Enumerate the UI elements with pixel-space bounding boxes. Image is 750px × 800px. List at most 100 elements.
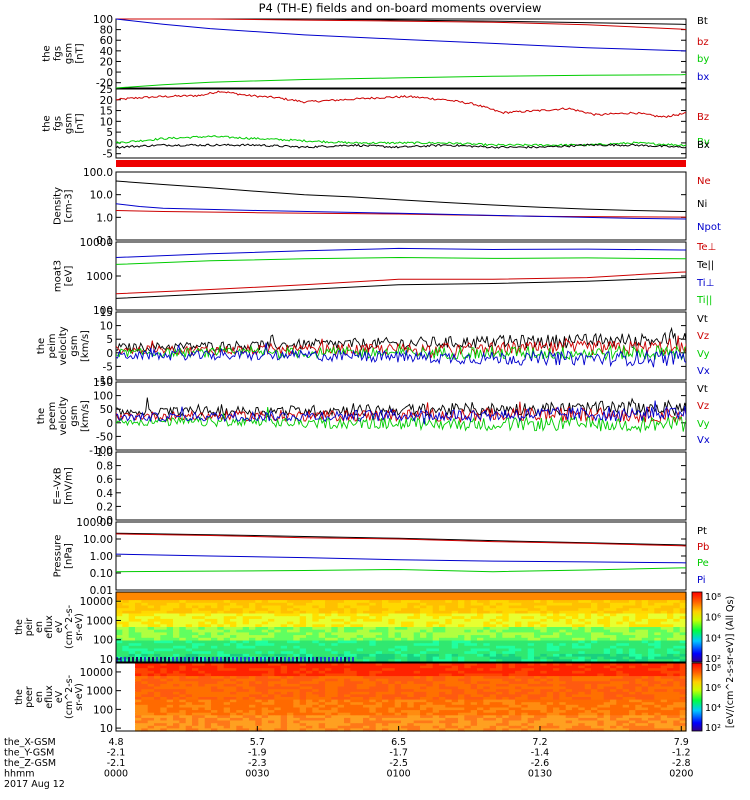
spectrogram-cell: [204, 602, 212, 607]
spectrogram-cell: [160, 691, 168, 695]
spectrogram-cell: [382, 691, 389, 695]
spectrogram-cell: [147, 645, 155, 650]
spectrogram-cell: [565, 728, 573, 732]
spectrogram-cell: [242, 723, 250, 727]
spectrogram-cell: [464, 725, 472, 729]
spectrogram-cell: [363, 621, 370, 625]
spectrogram-cell: [185, 624, 193, 628]
spectrogram-cell: [534, 681, 541, 685]
spectrogram-cell: [420, 597, 427, 601]
spectrogram-cell: [255, 717, 263, 722]
spectrogram-cell: [217, 691, 225, 695]
spectrogram-cell: [135, 676, 142, 680]
spectrogram-cell: [274, 683, 282, 688]
spectrogram-cell: [578, 717, 586, 722]
spectrogram-cell: [515, 621, 522, 625]
spectrogram-cell: [325, 632, 332, 636]
spectrogram-cell: [375, 624, 383, 628]
spectrogram-cell: [230, 689, 237, 693]
spectrogram-cell: [578, 608, 586, 612]
spectrogram-cell: [217, 621, 225, 625]
spectrogram-cell: [337, 665, 345, 669]
spectrogram-cell: [527, 594, 535, 598]
spectrogram-cell: [502, 635, 510, 639]
y-tick-label: -10: [96, 375, 113, 387]
spectrogram-cell: [344, 720, 351, 724]
y-axis-label: gsm: [69, 405, 80, 426]
spectrogram-cell: [318, 616, 326, 620]
spectrogram-cell: [261, 597, 269, 601]
spectrogram-cell: [287, 618, 294, 623]
spectrogram-cell: [268, 717, 275, 722]
y-axis-label: Density: [53, 187, 64, 225]
spectrogram-cell: [445, 645, 453, 650]
spectrogram-cell: [388, 723, 396, 727]
spectrogram-cell: [489, 640, 497, 644]
spectrogram-cell: [325, 651, 332, 655]
spectrogram-cell: [394, 627, 402, 631]
spectrogram-cell: [401, 627, 408, 631]
spectrogram-cell: [635, 728, 643, 732]
spectrogram-cell: [673, 602, 681, 607]
spectrogram-cell: [439, 629, 446, 633]
spectrogram-cell: [527, 678, 535, 682]
spectrogram-cell: [496, 608, 503, 612]
spectrogram-cell: [458, 600, 465, 604]
spectrogram-cell: [654, 613, 662, 617]
spectrogram-cell: [268, 686, 275, 690]
spectrogram-cell: [654, 670, 662, 674]
spectrogram-cell: [192, 597, 199, 601]
spectrogram-cell: [483, 707, 491, 711]
spectrogram-edge: [264, 657, 266, 662]
spectrogram-cell: [299, 643, 307, 647]
spectrogram-cell: [559, 632, 567, 636]
spectrogram-cell: [223, 670, 231, 674]
spectrogram-cell: [483, 616, 491, 620]
spectrogram-cell: [394, 640, 402, 644]
spectrogram-cell: [521, 668, 529, 672]
spectrogram-cell: [584, 637, 592, 642]
spectrogram-cell: [464, 670, 472, 674]
spectrogram-cell: [508, 670, 516, 674]
spectrogram-cell: [578, 659, 586, 663]
spectrogram-cell: [268, 602, 275, 607]
spectrogram-cell: [667, 635, 674, 639]
spectrogram-cell: [616, 699, 624, 703]
spectrogram-cell: [559, 668, 567, 672]
spectrogram-cell: [325, 627, 332, 631]
spectrogram-cell: [635, 717, 643, 722]
spectrogram-cell: [597, 648, 605, 652]
spectrogram-cell: [344, 653, 351, 658]
spectrogram-cell: [622, 665, 630, 669]
y-tick-label: 20: [100, 95, 113, 107]
spectrogram-cell: [204, 670, 212, 674]
y-tick-label: 100: [93, 704, 113, 716]
spectrogram-cell: [603, 683, 611, 688]
spectrogram-cell: [287, 640, 294, 644]
spectrogram-cell: [293, 715, 301, 719]
spectrogram-cell: [268, 694, 275, 698]
spectrogram-cell: [293, 629, 301, 633]
spectrogram-cell: [337, 686, 345, 690]
spectrogram-cell: [122, 627, 130, 631]
spectrogram-cell: [173, 629, 180, 633]
spectrogram-cell: [255, 691, 263, 695]
spectrogram-cell: [344, 704, 351, 708]
spectrogram-cell: [116, 627, 123, 631]
spectrogram-cell: [293, 632, 301, 636]
spectrogram-cell: [325, 673, 332, 677]
spectrogram-cell: [559, 635, 567, 639]
spectrogram-cell: [407, 627, 415, 631]
spectrogram-cell: [660, 702, 668, 706]
spectrogram-cell: [173, 678, 180, 682]
spectrogram-cell: [344, 627, 351, 631]
spectrogram-cell: [407, 715, 415, 719]
spectrogram-cell: [375, 673, 383, 677]
spectrogram-cell: [572, 681, 579, 685]
spectrogram-cell: [489, 651, 497, 655]
spectrogram-cell: [344, 681, 351, 685]
spectrogram-cell: [122, 621, 130, 625]
spectrogram-cell: [261, 681, 269, 685]
spectrogram-cell: [477, 613, 484, 617]
spectrogram-edge: [256, 657, 258, 662]
